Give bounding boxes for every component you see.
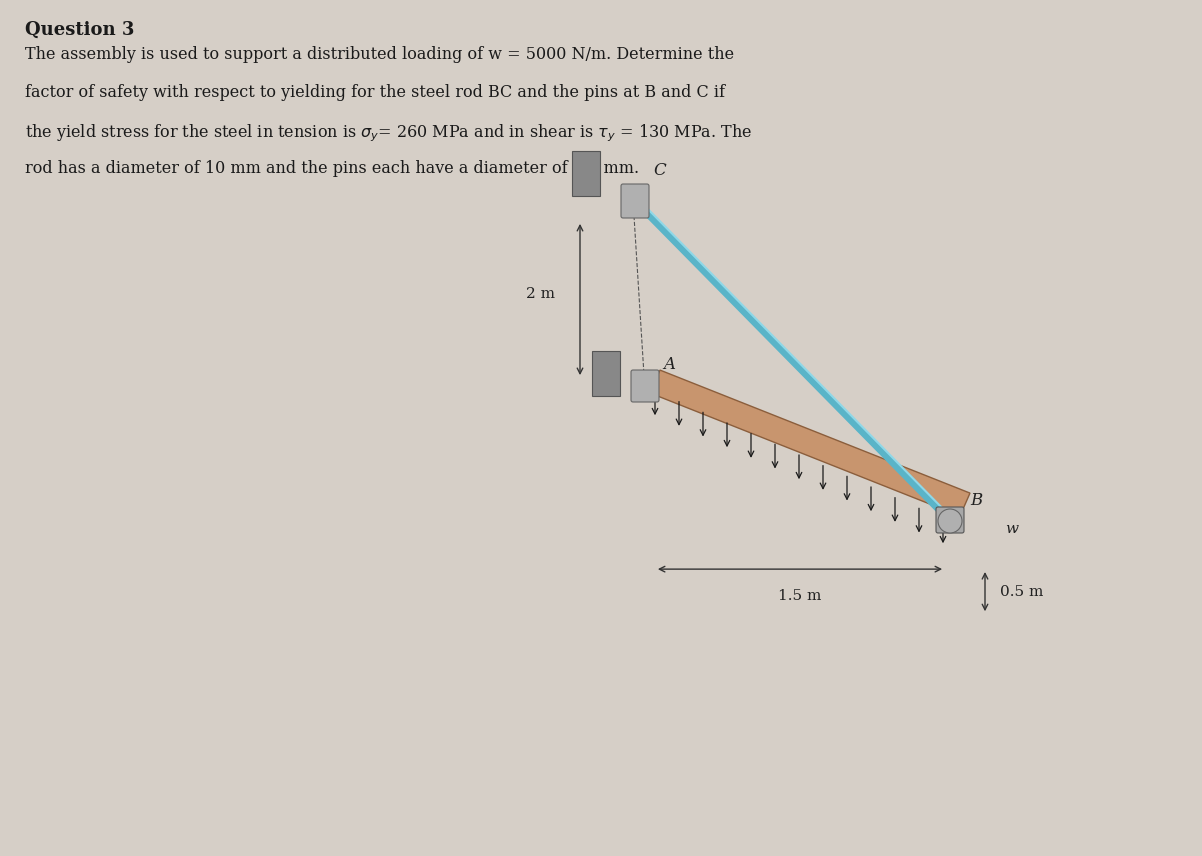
Text: B: B <box>970 492 982 509</box>
Text: C: C <box>653 162 666 179</box>
Text: 2 m: 2 m <box>526 288 555 301</box>
Text: w: w <box>1005 522 1018 536</box>
Polygon shape <box>650 370 970 516</box>
Text: A: A <box>664 356 676 373</box>
FancyBboxPatch shape <box>631 370 659 402</box>
Bar <box>593 351 620 396</box>
Text: The assembly is used to support a distributed loading of w = 5000 N/m. Determine: The assembly is used to support a distri… <box>25 46 734 63</box>
Text: rod has a diameter of 10 mm and the pins each have a diameter of 7.5 mm.: rod has a diameter of 10 mm and the pins… <box>25 160 639 177</box>
FancyBboxPatch shape <box>936 507 964 533</box>
Text: 1.5 m: 1.5 m <box>779 589 822 603</box>
Text: Question 3: Question 3 <box>25 21 135 39</box>
Text: factor of safety with respect to yielding for the steel rod BC and the pins at B: factor of safety with respect to yieldin… <box>25 84 725 101</box>
Text: 0.5 m: 0.5 m <box>1000 585 1043 598</box>
FancyBboxPatch shape <box>621 184 649 218</box>
Bar <box>572 151 600 196</box>
Text: the yield stress for the steel in tension is $\sigma_y$= 260 MPa and in shear is: the yield stress for the steel in tensio… <box>25 122 752 144</box>
Circle shape <box>938 509 962 533</box>
